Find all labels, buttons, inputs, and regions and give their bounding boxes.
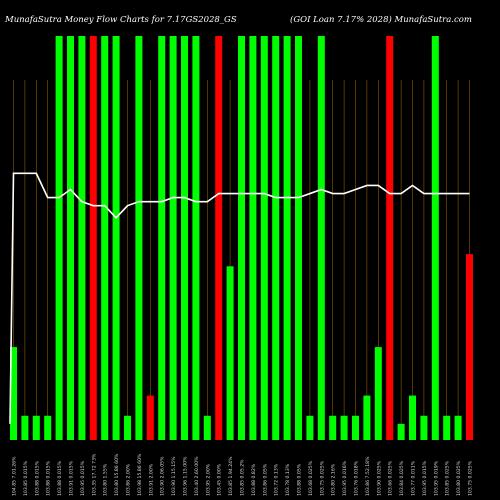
bar-37 [420, 415, 428, 440]
x-tick-label: 103.88 0.015% [34, 460, 40, 496]
bar-22 [249, 36, 257, 440]
bar-19 [215, 36, 223, 440]
bar-20 [226, 266, 234, 440]
bar-26 [295, 36, 302, 440]
bar-18 [203, 415, 211, 440]
bar-29 [329, 415, 337, 440]
x-tick-label: 103.84 0.025% [399, 460, 405, 496]
x-tick-label: 103.98 15.86 60% [137, 453, 143, 496]
bar-17 [192, 36, 200, 440]
bar-16 [181, 36, 188, 440]
bar-2 [21, 415, 29, 440]
bar-series [10, 36, 473, 440]
bar-30 [340, 415, 348, 440]
bar-31 [352, 415, 359, 440]
price-line [9, 172, 470, 424]
bar-34 [386, 36, 394, 440]
x-tick-label: 103.80 1.55% [103, 463, 109, 496]
x-tick-label: 103.80 0.025% [456, 460, 462, 496]
x-tick-label: 103.95 0.015% [80, 460, 86, 496]
x-tick-label: 103.95 0.015% [422, 460, 428, 496]
bar-39 [443, 415, 451, 440]
x-tick-label: 103.88 0.015% [57, 460, 63, 496]
bar-21 [238, 36, 245, 440]
x-tick-label: 103.90 1.15.15% [171, 456, 177, 496]
x-tick-label: 103.40 2.60.00% [194, 456, 200, 496]
x-tick-label: 103.91 2.00% [148, 463, 154, 496]
bar-13 [146, 395, 154, 440]
x-tick-label: 103.78 0.13% [285, 463, 291, 496]
x-tick-label: 103.95 0.016% [342, 460, 348, 496]
bar-6 [67, 36, 74, 440]
bar-14 [158, 36, 166, 440]
x-tick-label: 103.85 0.05.2% [240, 459, 246, 496]
chart-title-left: MunafaSutra Money Flow Charts for 7.17GS… [4, 15, 237, 25]
x-tick-label: 103.90 2.06.05% [160, 456, 166, 496]
x-tick-label: 103.90 0.025% [376, 460, 382, 496]
x-tick-label: 103.85 0.025% [445, 460, 451, 496]
x-tick-label: 103.45 0.00% [217, 463, 223, 496]
bar-25 [283, 36, 291, 440]
x-tick-label: 103.75 0.025% [319, 460, 325, 496]
x-tick-label: 103.72 0.13% [274, 463, 280, 496]
bar-36 [409, 395, 416, 440]
bar-35 [397, 423, 405, 440]
bar-38 [431, 36, 439, 440]
bar-41 [466, 254, 473, 440]
bar-15 [169, 36, 177, 440]
bar-27 [306, 415, 314, 440]
bar-8 [89, 36, 97, 440]
chart-title-right: (GOI Loan 7.17% 2028) MunafaSutra.com [290, 14, 472, 25]
bar-28 [317, 36, 325, 440]
x-tick-label: 104.85 7.01.26% [12, 456, 18, 496]
bar-23 [260, 36, 268, 440]
bar-12 [135, 36, 143, 440]
bar-40 [454, 415, 462, 440]
x-tick-label: 103.88 0.015% [46, 460, 52, 496]
x-tick-label: 103.96 1.15.00% [183, 456, 189, 496]
x-tick-label: 103.80 2.16% [331, 463, 337, 496]
x-tick-label: 103.85 1.94.24% [228, 456, 234, 496]
x-tick-label: 103.76 0.018% [354, 460, 360, 496]
bar-24 [272, 36, 280, 440]
bar-3 [32, 415, 40, 440]
bar-32 [363, 395, 371, 440]
x-tick-label: 103.77 0.011% [411, 460, 417, 496]
bar-11 [124, 415, 131, 440]
bar-10 [112, 36, 120, 440]
bar-33 [374, 347, 382, 440]
x-tick-labels: 104.85 7.01.26% 103.85 0.015% 103.88 0.015… [12, 453, 474, 496]
x-tick-label: 103.86 0.05% [262, 463, 268, 496]
bar-7 [78, 36, 86, 440]
bar-9 [101, 36, 109, 440]
x-tick-label: 103.66 0.025% [388, 460, 394, 496]
x-tick-label: 103.95 2.00% [205, 463, 211, 496]
bar-4 [44, 415, 52, 440]
x-tick-label: 103.80 15.86 60% [114, 453, 120, 496]
x-tick-label: 103.85 0.015% [23, 460, 29, 496]
x-tick-label: 103.75 0.025% [468, 460, 474, 496]
bar-1 [10, 347, 17, 440]
x-tick-label: 103.86 2.00% [126, 463, 132, 496]
x-tick-label: 103.88 0.82% [251, 463, 257, 496]
x-tick-label: 103.88 0.05% [297, 463, 303, 496]
x-tick-label: 103.95 0.019% [433, 460, 439, 496]
x-tick-label: 103.68 0.025% [308, 460, 314, 496]
bar-5 [55, 36, 63, 440]
x-tick-label: 103.35 17.72 73% [91, 453, 97, 496]
x-tick-label: 103.91 0.015% [69, 460, 75, 496]
x-tick-label: 103.86 7.52.18% [365, 456, 371, 496]
